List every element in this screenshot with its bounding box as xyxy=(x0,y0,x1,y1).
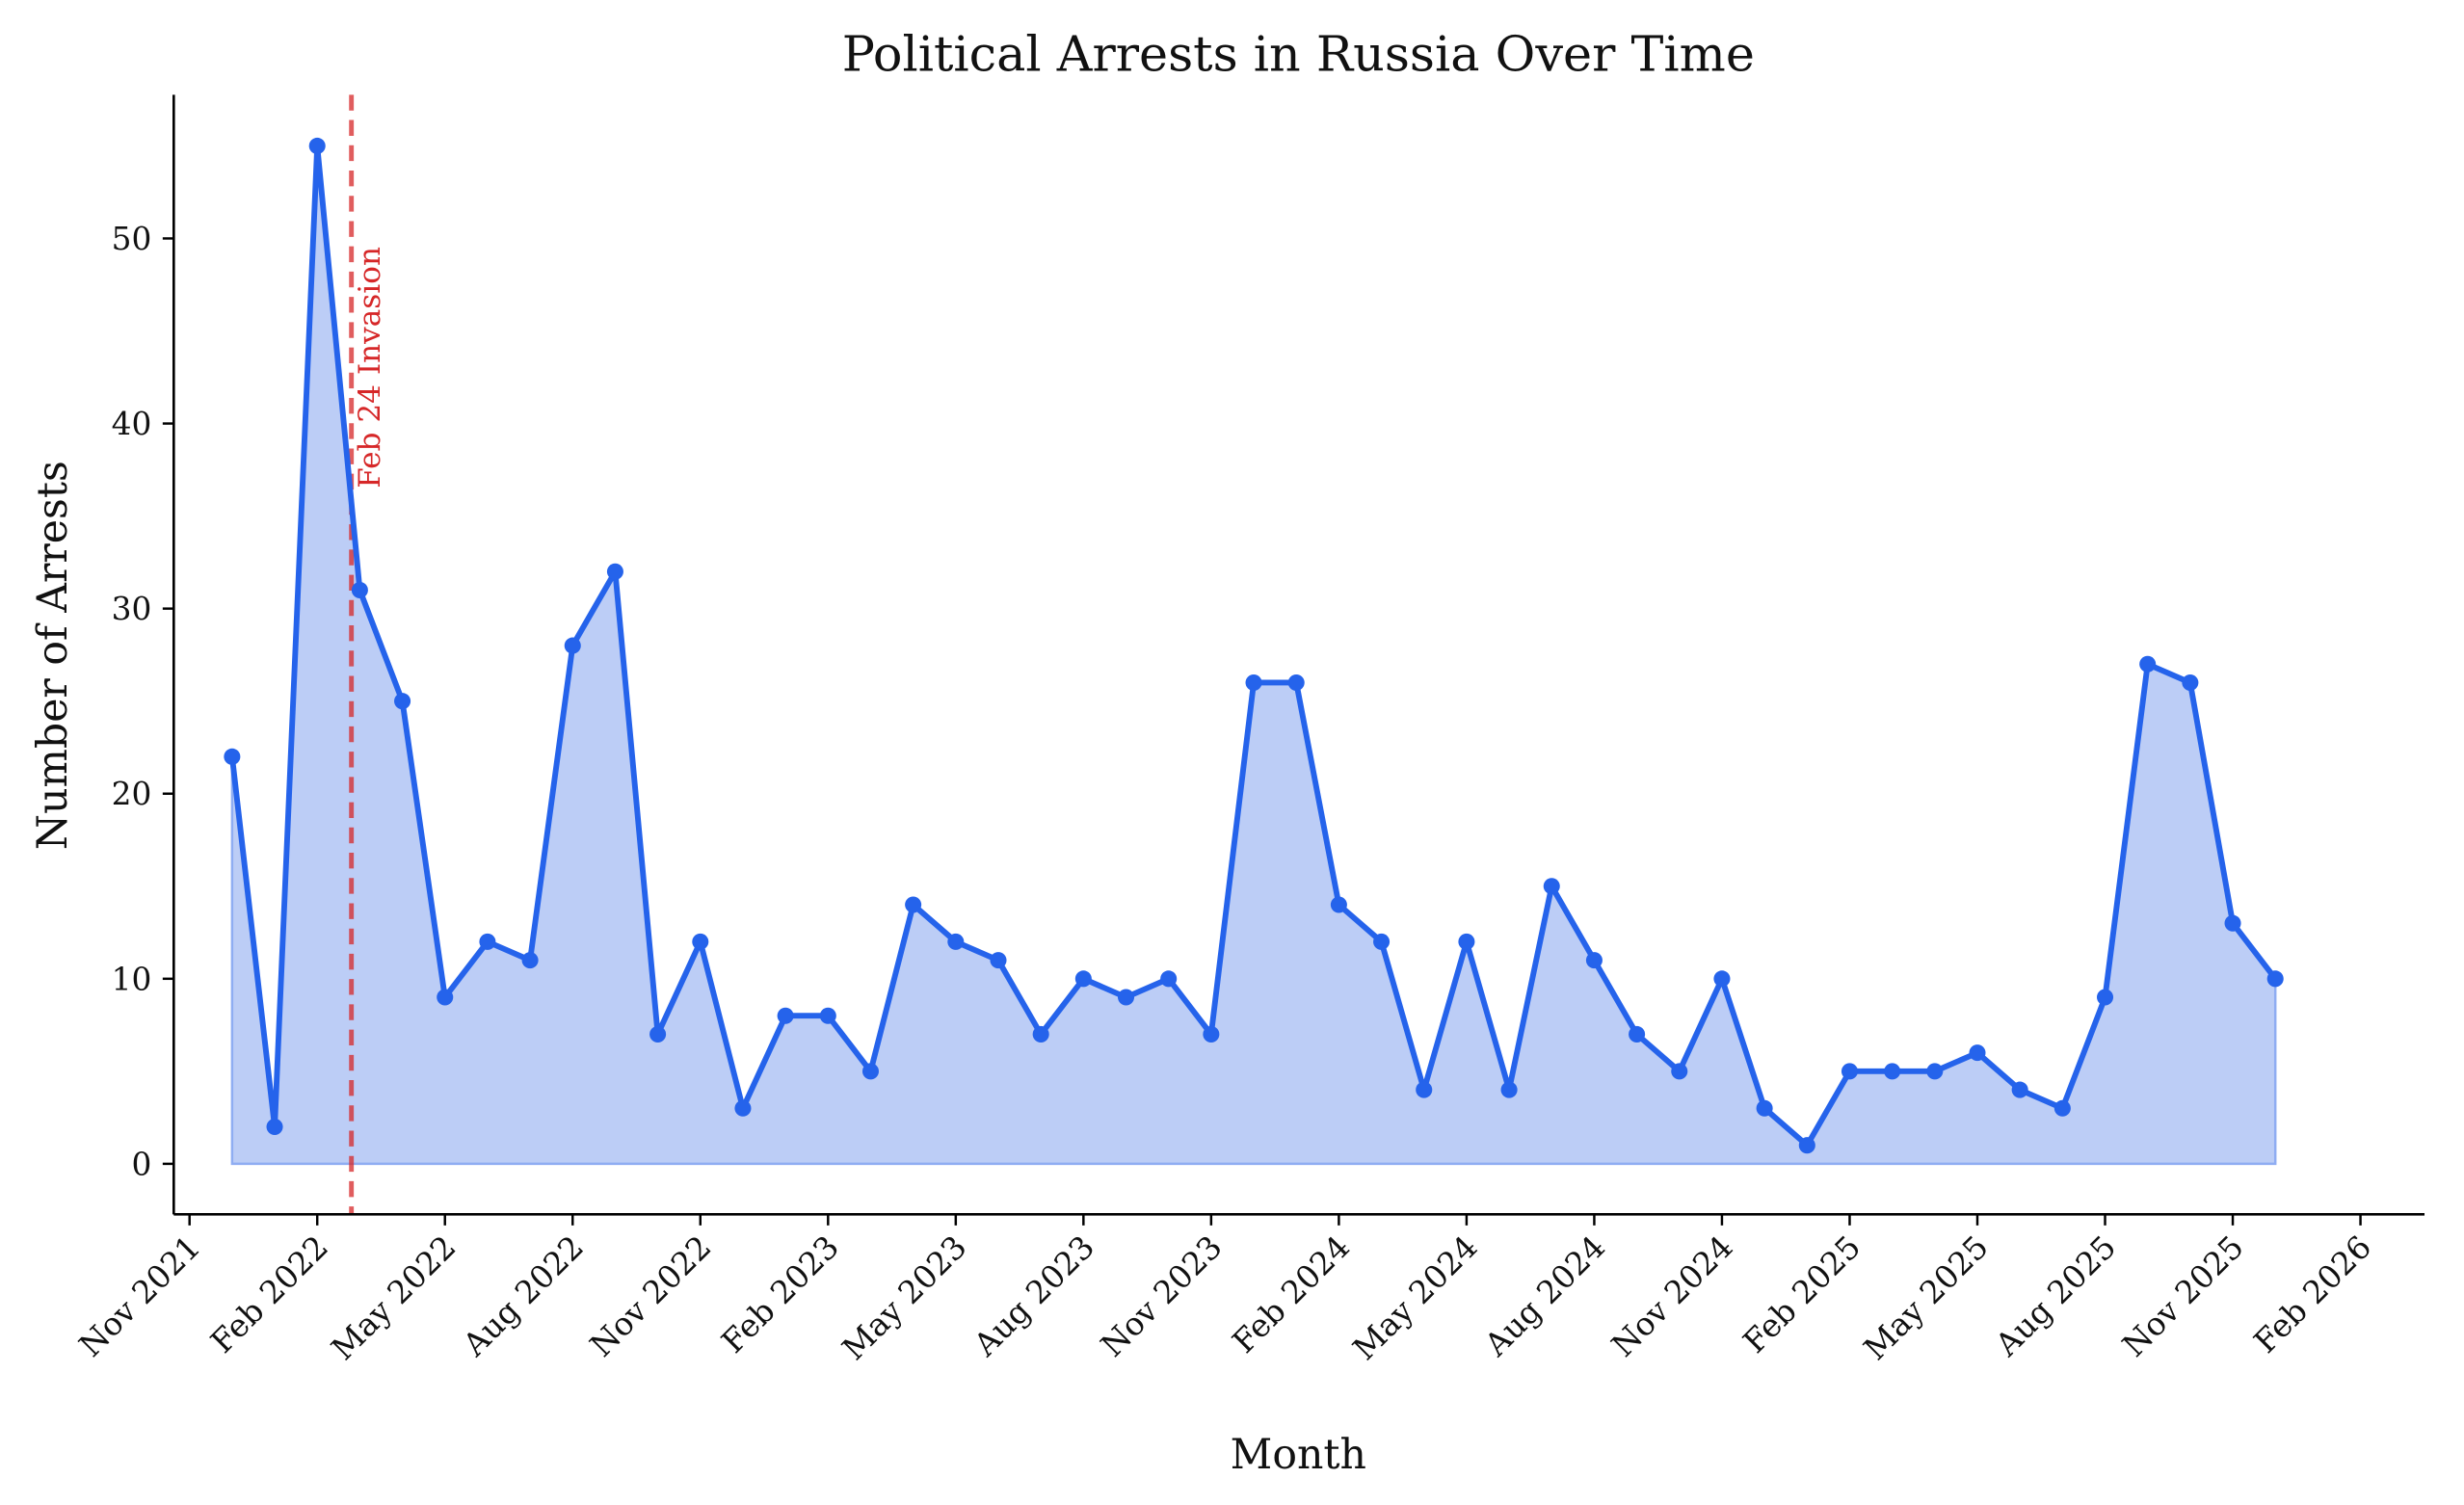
data-point[interactable]: Mar 2025: 5 xyxy=(1884,1063,1901,1080)
data-point[interactable]: Aug 2024: 11 xyxy=(1585,952,1603,969)
x-tick-label: May 2022 xyxy=(325,1228,464,1367)
data-point[interactable]: Aug 2023: 10 xyxy=(1074,970,1092,988)
data-point[interactable]: Feb 2022: 55 xyxy=(308,137,326,154)
x-tick-label: Nov 2021 xyxy=(72,1228,208,1364)
data-point[interactable]: Dec 2021: 22 xyxy=(224,748,241,765)
y-tick-label: 10 xyxy=(112,961,152,997)
x-tick-label: Nov 2024 xyxy=(1604,1228,1740,1364)
plot-area: Dec 2021: 22 Jan 2022: 2 Feb 2022: 55 Mar 2… xyxy=(224,94,2284,1215)
data-point[interactable]: Nov 2022: 12 xyxy=(692,933,709,950)
data-point[interactable]: Aug 2022: 28 xyxy=(564,637,581,654)
y-tick-label: 30 xyxy=(112,591,152,627)
data-point[interactable]: Oct 2022: 7 xyxy=(649,1025,667,1043)
data-point[interactable]: Oct 2025: 26 xyxy=(2182,673,2199,692)
data-point[interactable]: May 2025: 6 xyxy=(1969,1044,1986,1062)
data-point[interactable]: Apr 2024: 4 xyxy=(1416,1081,1433,1098)
data-point[interactable]: Jul 2022: 11 xyxy=(521,952,539,969)
data-point[interactable]: Oct 2024: 5 xyxy=(1671,1063,1688,1080)
data-point[interactable]: Sep 2024: 7 xyxy=(1629,1025,1646,1043)
data-point[interactable]: Apr 2022: 25 xyxy=(394,693,411,710)
data-point[interactable]: Dec 2023: 26 xyxy=(1245,673,1262,692)
data-point[interactable]: Mar 2022: 31 xyxy=(351,581,368,598)
data-point[interactable]: Jul 2023: 7 xyxy=(1032,1025,1049,1043)
y-tick-label: 20 xyxy=(112,776,152,812)
data-point[interactable]: Jun 2022: 12 xyxy=(479,933,496,950)
x-tick-label: Feb 2022 xyxy=(203,1228,335,1360)
x-axis-label: Month xyxy=(1231,1431,1366,1479)
x-tick-label: May 2025 xyxy=(1857,1228,1996,1367)
x-tick-label: Aug 2023 xyxy=(967,1228,1101,1363)
data-point[interactable]: Dec 2025: 10 xyxy=(2266,970,2284,988)
data-point[interactable]: Jun 2024: 4 xyxy=(1500,1081,1518,1098)
data-point[interactable]: Sep 2023: 9 xyxy=(1117,989,1135,1006)
data-point[interactable]: Feb 2023: 8 xyxy=(819,1007,836,1024)
x-tick-label: May 2023 xyxy=(835,1228,974,1367)
area-fill xyxy=(230,145,2277,1166)
y-tick-label: 0 xyxy=(131,1146,151,1182)
invasion-annotation: Feb 24 Invasion xyxy=(353,247,387,488)
data-point[interactable]: Nov 2025: 13 xyxy=(2224,914,2241,932)
data-point[interactable]: May 2024: 12 xyxy=(1458,933,1475,950)
data-point[interactable]: Jun 2023: 11 xyxy=(990,952,1007,969)
data-point[interactable]: Oct 2023: 10 xyxy=(1160,970,1178,988)
data-point[interactable]: Jan 2023: 8 xyxy=(777,1007,794,1024)
data-point[interactable]: Jul 2025: 3 xyxy=(2053,1099,2071,1117)
data-point[interactable]: Feb 2025: 5 xyxy=(1841,1063,1858,1080)
data-point[interactable]: Nov 2024: 10 xyxy=(1713,970,1731,988)
data-point[interactable]: Sep 2022: 32 xyxy=(606,563,623,580)
data-point[interactable]: Jan 2022: 2 xyxy=(266,1118,283,1136)
x-tick-label: Aug 2022 xyxy=(456,1228,591,1363)
x-tick-label: Nov 2023 xyxy=(1094,1228,1230,1364)
x-tick-label: Nov 2025 xyxy=(2115,1228,2251,1364)
data-point[interactable]: Jan 2025: 1 xyxy=(1798,1137,1815,1154)
data-point[interactable]: Jul 2024: 15 xyxy=(1543,878,1560,895)
data-point[interactable]: Apr 2025: 5 xyxy=(1926,1063,1944,1080)
data-point[interactable]: Dec 2022: 3 xyxy=(734,1099,752,1117)
data-point[interactable]: Mar 2024: 12 xyxy=(1373,933,1391,950)
x-tick-label: May 2024 xyxy=(1346,1228,1485,1367)
x-tick-label: Nov 2022 xyxy=(583,1228,719,1364)
data-point[interactable]: Sep 2025: 27 xyxy=(2139,655,2157,673)
x-tick-label: Aug 2024 xyxy=(1477,1228,1612,1363)
y-tick-label: 40 xyxy=(112,406,152,442)
data-point[interactable]: Feb 2024: 14 xyxy=(1330,896,1347,913)
data-point[interactable]: Mar 2023: 5 xyxy=(861,1063,879,1080)
x-tick-label: Feb 2024 xyxy=(1226,1228,1358,1360)
x-tick-label: Feb 2023 xyxy=(715,1228,847,1360)
x-tick-label: Feb 2026 xyxy=(2247,1228,2379,1360)
data-point[interactable]: May 2023: 12 xyxy=(947,933,965,950)
data-point[interactable]: Aug 2025: 9 xyxy=(2096,989,2114,1006)
data-point[interactable]: May 2022: 9 xyxy=(437,989,454,1006)
data-point[interactable]: Dec 2024: 3 xyxy=(1756,1099,1773,1117)
data-point[interactable]: Apr 2023: 14 xyxy=(905,896,922,913)
y-axis-label: Number of Arrests xyxy=(29,461,77,850)
x-tick-label: Aug 2025 xyxy=(1988,1228,2123,1363)
x-tick-label: Feb 2025 xyxy=(1736,1228,1868,1360)
data-point[interactable]: Jan 2024: 26 xyxy=(1287,673,1305,692)
chart-title: Political Arrests in Russia Over Time xyxy=(842,26,1755,83)
y-tick-label: 50 xyxy=(112,221,152,257)
data-point[interactable]: Nov 2023: 7 xyxy=(1203,1025,1220,1043)
data-point[interactable]: Jun 2025: 4 xyxy=(2011,1081,2028,1098)
